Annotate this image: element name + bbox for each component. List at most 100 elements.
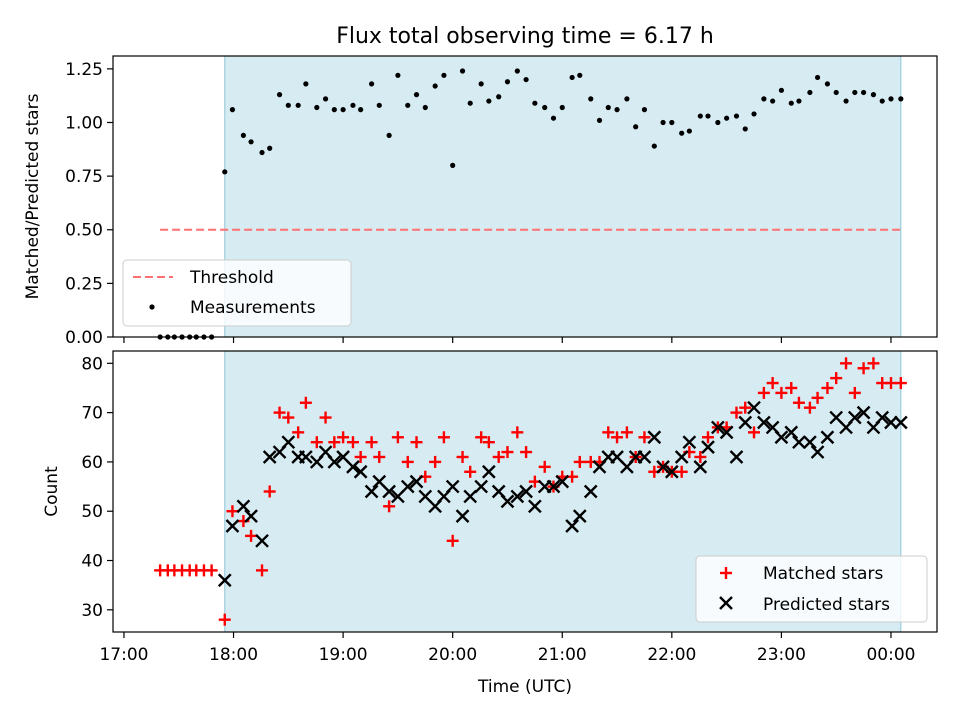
top-axes-frame <box>112 55 938 338</box>
measurement-point <box>350 102 356 108</box>
predicted-star-point <box>719 425 734 440</box>
marker-stroke <box>884 415 898 430</box>
predicted-star-point <box>572 509 587 523</box>
predicted-star-point <box>217 573 232 588</box>
marker-stroke <box>893 415 908 430</box>
marker-stroke <box>719 425 734 440</box>
matched-star-point <box>328 436 341 449</box>
predicted-star-point <box>327 455 342 469</box>
top-y-ticks: 0.00 0.25 0.50 0.75 1.00 1.25 <box>65 60 113 348</box>
marker-stroke <box>528 499 542 514</box>
measurement-point <box>486 98 492 104</box>
marker-stroke <box>445 479 460 494</box>
legend-predicted-label: Predicted stars <box>763 595 890 615</box>
measurement-point <box>770 98 776 104</box>
measurement-point <box>413 92 420 98</box>
predicted-star-point <box>382 484 396 499</box>
measurement-point <box>276 92 283 98</box>
matched-star-point <box>785 381 798 394</box>
marker-stroke <box>637 450 652 464</box>
marker-stroke <box>353 464 368 479</box>
matched-star-point <box>245 529 258 542</box>
predicted-star-point <box>510 489 525 504</box>
predicted-star-point <box>445 479 460 494</box>
predicted-star-point <box>463 489 478 504</box>
matched-star-point <box>346 436 359 449</box>
measurement-point <box>504 79 511 85</box>
marker-stroke <box>701 440 715 454</box>
bottom-y-ticks: 30 40 50 60 70 80 <box>81 354 113 621</box>
marker-stroke <box>336 450 350 464</box>
matched-star-point <box>701 431 714 444</box>
marker-stroke <box>803 435 817 450</box>
predicted-star-point <box>225 519 240 533</box>
matched-star-point <box>256 564 269 577</box>
marker-stroke <box>327 455 342 469</box>
x-axis-label: Time (UTC) <box>477 677 572 697</box>
marker-stroke <box>664 464 679 479</box>
matched-star-point <box>511 426 524 439</box>
measurement-point <box>441 72 447 78</box>
predicted-star-point <box>893 415 908 430</box>
predicted-star-point <box>856 405 871 420</box>
measurement-point <box>386 132 392 138</box>
y-tick-label: 1.25 <box>65 60 103 80</box>
matched-star-point <box>573 455 586 468</box>
marker-stroke <box>418 489 433 504</box>
matched-star-point <box>482 436 495 449</box>
matched-star-point <box>456 450 469 463</box>
y-tick-label: 40 <box>81 552 103 572</box>
bottom-panel: 30 40 50 60 70 80 17:00 18:00 19:00 20:00 21:00 22… <box>42 350 938 697</box>
matched-star-point <box>520 446 533 459</box>
matched-star-point <box>811 391 824 404</box>
matched-star-point <box>365 436 378 449</box>
measurement-point <box>605 104 611 111</box>
marker-stroke <box>382 484 396 499</box>
predicted-star-point <box>774 430 789 445</box>
matched-star-point <box>775 386 788 399</box>
predicted-star-point <box>255 533 269 548</box>
measurement-point <box>796 98 802 104</box>
predicted-star-point <box>353 464 368 479</box>
predicted-star-point <box>747 400 761 415</box>
measurement-point <box>843 98 849 104</box>
measurement-point <box>229 107 236 113</box>
matched-star-point <box>354 450 367 463</box>
marker-stroke <box>565 519 579 533</box>
marker-stroke <box>409 474 424 489</box>
matched-star-point <box>292 426 305 439</box>
predicted-star-point <box>647 430 662 445</box>
predicted-star-point <box>711 420 725 435</box>
marker-stroke <box>647 430 662 445</box>
x-tick-label: 21:00 <box>538 645 587 665</box>
matched-star-point <box>821 381 834 394</box>
measurement-point <box>322 96 329 102</box>
measurement-point <box>478 81 484 87</box>
predicted-star-point <box>701 440 715 454</box>
measurement-point <box>898 96 904 102</box>
legend-matched-label: Matched stars <box>763 564 883 584</box>
marker-stroke <box>572 509 587 523</box>
measurement-point <box>368 81 375 87</box>
marker-stroke <box>281 435 296 450</box>
marker-stroke <box>610 450 624 464</box>
top-panel: 0.00 0.25 0.50 0.75 1.00 1.25 Matched/Predict… <box>23 55 938 348</box>
legend-measurements-swatch <box>149 304 155 310</box>
top-legend: Threshold Measurements <box>122 259 352 327</box>
measurement-point <box>267 145 273 151</box>
predicted-star-point <box>565 519 579 533</box>
marker-stroke <box>875 410 890 425</box>
marker-stroke <box>546 479 561 494</box>
y-tick-label: 60 <box>81 453 103 473</box>
legend-measurements-label: Measurements <box>190 298 316 318</box>
measurement-point <box>833 89 839 96</box>
matched-star-point <box>894 377 907 390</box>
matched-star-point <box>446 534 459 547</box>
matched-star-point <box>803 401 816 414</box>
predicted-star-point <box>693 460 708 474</box>
matched-star-point <box>840 357 853 370</box>
predicted-star-point <box>682 435 697 450</box>
measurement-point <box>550 115 557 121</box>
matched-star-point <box>492 450 505 463</box>
measurement-point <box>686 128 692 134</box>
